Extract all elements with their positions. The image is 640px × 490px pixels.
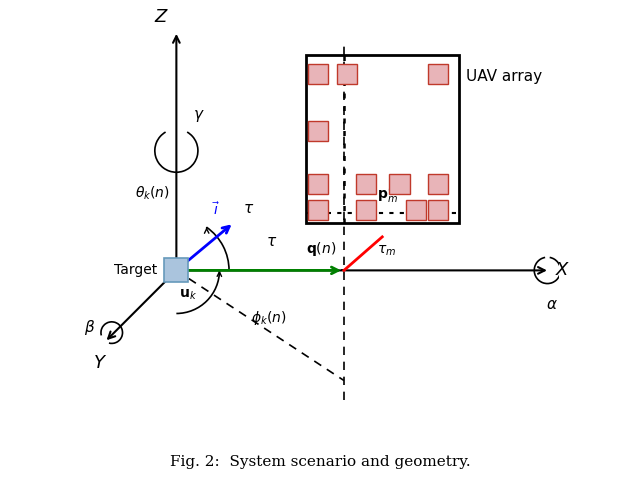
Text: $\gamma$: $\gamma$ xyxy=(193,108,205,124)
Bar xyxy=(389,173,410,194)
Bar xyxy=(306,55,459,222)
Text: $\tau_m$: $\tau_m$ xyxy=(378,244,397,258)
Bar xyxy=(428,173,448,194)
Bar xyxy=(164,258,188,282)
Text: $\mathbf{q}(n)$: $\mathbf{q}(n)$ xyxy=(307,241,337,258)
Text: UAV array: UAV array xyxy=(466,69,542,84)
Bar xyxy=(337,64,357,84)
Text: Fig. 2:  System scenario and geometry.: Fig. 2: System scenario and geometry. xyxy=(170,455,470,469)
Text: $\tau$: $\tau$ xyxy=(266,234,278,249)
Bar xyxy=(308,200,328,220)
Bar xyxy=(406,200,426,220)
Text: $\phi_k(n)$: $\phi_k(n)$ xyxy=(251,309,286,327)
Text: $\tau$: $\tau$ xyxy=(243,200,254,216)
Bar xyxy=(308,121,328,141)
Text: $Y$: $Y$ xyxy=(93,354,107,372)
Bar xyxy=(356,200,376,220)
Text: $\alpha$: $\alpha$ xyxy=(547,297,558,312)
Bar xyxy=(428,64,448,84)
Bar xyxy=(308,173,328,194)
Text: $X$: $X$ xyxy=(555,261,570,279)
Text: Target: Target xyxy=(114,264,157,277)
Text: $Z$: $Z$ xyxy=(154,8,169,26)
Bar xyxy=(308,64,328,84)
Bar xyxy=(356,173,376,194)
Text: $\beta$: $\beta$ xyxy=(84,318,95,337)
Text: $\theta_k(n)$: $\theta_k(n)$ xyxy=(135,185,170,202)
Text: $\mathbf{u}_k$: $\mathbf{u}_k$ xyxy=(179,287,196,301)
Bar xyxy=(428,200,448,220)
Text: $\mathbf{p}_m^{(0)}$: $\mathbf{p}_m^{(0)}$ xyxy=(378,183,403,205)
Text: $\vec{\imath}$: $\vec{\imath}$ xyxy=(212,201,220,218)
